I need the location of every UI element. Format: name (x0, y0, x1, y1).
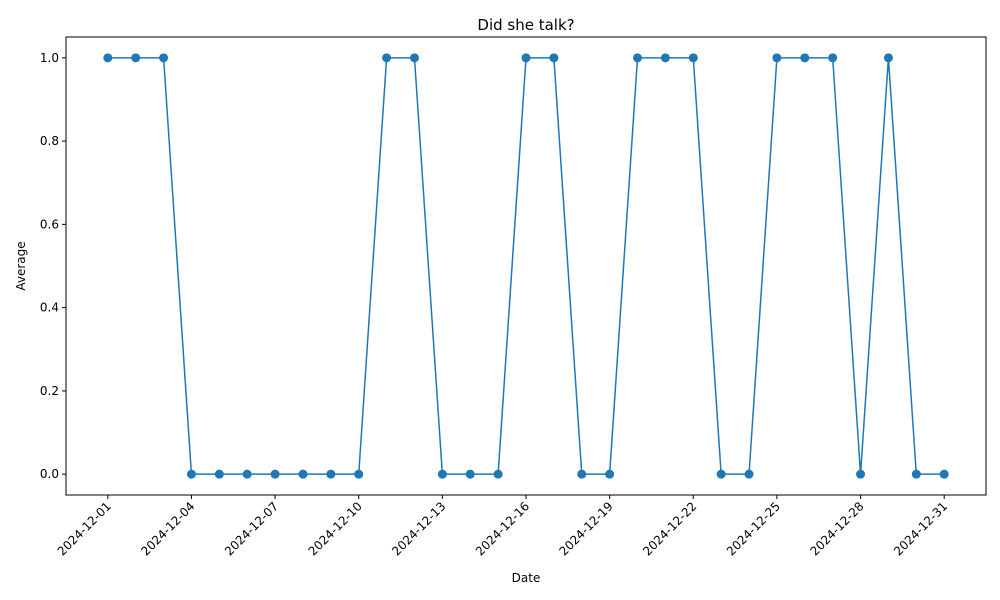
data-point (437, 469, 447, 479)
data-point (186, 469, 196, 479)
x-tick-label: 2024-12-04 (138, 499, 197, 558)
y-tick-label: 0.2 (40, 384, 59, 398)
x-tick-label: 2024-12-10 (306, 499, 365, 558)
y-axis-label: Average (14, 241, 28, 290)
x-tick-label: 2024-12-28 (807, 499, 866, 558)
data-point (493, 469, 503, 479)
series-layer (103, 53, 949, 479)
data-point (800, 53, 810, 63)
data-point (605, 469, 615, 479)
chart-title: Did she talk? (477, 16, 574, 34)
data-point (577, 469, 587, 479)
data-point (242, 469, 252, 479)
x-tick-label: 2024-12-07 (222, 499, 281, 558)
x-tick-label: 2024-12-31 (891, 499, 950, 558)
data-point (214, 469, 224, 479)
x-tick-label: 2024-12-16 (473, 499, 532, 558)
x-tick-label: 2024-12-25 (724, 499, 783, 558)
data-point (688, 53, 698, 63)
data-point (326, 469, 336, 479)
data-point (660, 53, 670, 63)
data-point (828, 53, 838, 63)
y-tick-label: 1.0 (40, 51, 59, 65)
data-point (159, 53, 169, 63)
data-point (521, 53, 531, 63)
data-point (939, 469, 949, 479)
data-point (354, 469, 364, 479)
y-axis: 0.0 0.2 0.4 0.6 0.8 1.0 (40, 51, 66, 481)
y-tick-label: 0.8 (40, 134, 59, 148)
x-tick-label: 2024-12-13 (389, 499, 448, 558)
data-point (131, 53, 141, 63)
plot-frame (65, 36, 987, 496)
data-point (549, 53, 559, 63)
data-point (772, 53, 782, 63)
series-line (107, 57, 945, 475)
data-point (856, 469, 866, 479)
y-tick-label: 0.4 (40, 301, 59, 315)
data-point (465, 469, 475, 479)
data-point (633, 53, 643, 63)
y-tick-label: 0.6 (40, 217, 59, 231)
x-tick-label: 2024-12-22 (640, 499, 699, 558)
data-point (298, 469, 308, 479)
x-axis-label: Date (512, 571, 541, 585)
x-tick-label: 2024-12-19 (557, 499, 616, 558)
x-tick-label: 2024-12-01 (55, 499, 114, 558)
x-axis: 2024-12-01 2024-12-04 2024-12-07 2024-12-10… (55, 495, 950, 558)
data-point (103, 53, 113, 63)
data-point (744, 469, 754, 479)
data-point (716, 469, 726, 479)
data-point (382, 53, 392, 63)
data-point (270, 469, 280, 479)
plot-area (65, 36, 987, 496)
data-point (409, 53, 419, 63)
data-point (911, 469, 921, 479)
data-point (883, 53, 893, 63)
y-tick-label: 0.0 (40, 467, 59, 481)
